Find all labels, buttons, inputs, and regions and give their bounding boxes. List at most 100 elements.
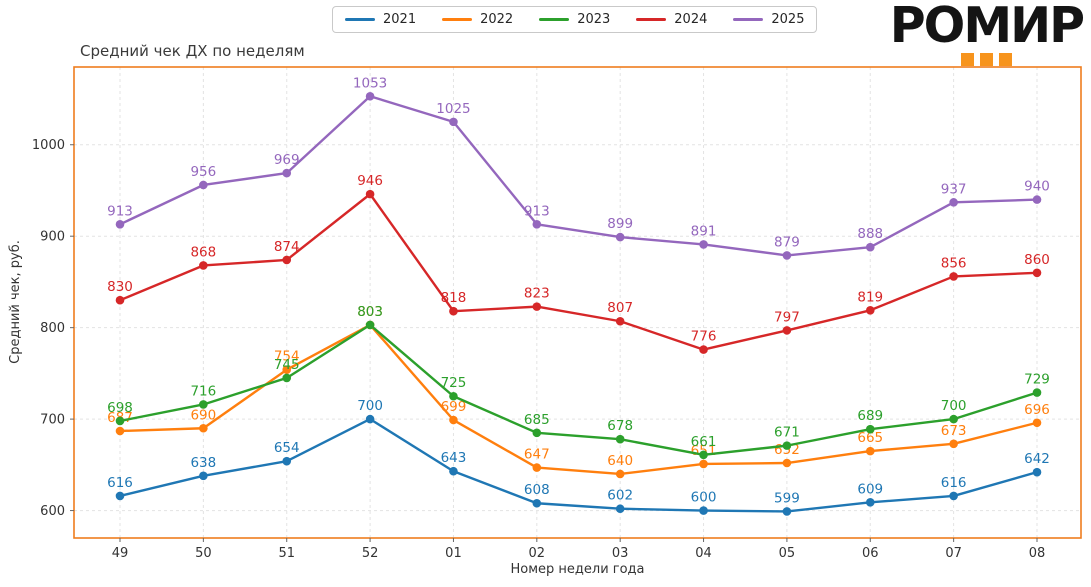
logo-square-icon bbox=[960, 53, 974, 67]
legend-swatch bbox=[733, 18, 764, 21]
value-label-2021: 643 bbox=[441, 450, 467, 466]
logo-square-icon bbox=[998, 53, 1012, 67]
y-tick-label: 700 bbox=[40, 413, 65, 428]
data-point-2021 bbox=[365, 414, 375, 424]
data-point-2025 bbox=[532, 220, 542, 229]
value-label-2023: 729 bbox=[1024, 372, 1050, 388]
data-point-2024 bbox=[1032, 268, 1042, 278]
value-label-2023: 678 bbox=[607, 418, 633, 434]
data-point-2024 bbox=[449, 306, 458, 316]
value-label-2023: 671 bbox=[774, 425, 800, 441]
value-label-2024: 860 bbox=[1024, 252, 1050, 268]
data-point-2023 bbox=[282, 373, 292, 383]
data-point-2021 bbox=[282, 456, 292, 466]
x-tick-label: 50 bbox=[195, 546, 212, 561]
series-line-2025 bbox=[118, 95, 1039, 257]
value-label-2024: 819 bbox=[857, 289, 883, 305]
value-label-2022: 803 bbox=[357, 304, 383, 320]
data-point-2021 bbox=[532, 498, 542, 508]
data-point-2021 bbox=[449, 466, 458, 476]
legend-swatch bbox=[442, 18, 473, 21]
value-label-2022: 665 bbox=[857, 430, 883, 446]
value-label-2023: 685 bbox=[524, 412, 550, 428]
data-point-2022 bbox=[949, 439, 958, 449]
data-point-2024 bbox=[615, 316, 625, 326]
value-label-2024: 856 bbox=[941, 255, 967, 271]
data-point-2025 bbox=[365, 91, 375, 101]
value-label-2023: 698 bbox=[107, 400, 133, 416]
x-tick-label: 07 bbox=[945, 546, 962, 561]
data-point-2022 bbox=[449, 415, 458, 425]
value-label-2023: 745 bbox=[274, 357, 300, 373]
data-point-2022 bbox=[782, 458, 792, 468]
value-label-2025: 1053 bbox=[353, 75, 387, 91]
value-label-2023: 803 bbox=[357, 304, 383, 320]
value-label-2024: 776 bbox=[691, 329, 717, 345]
value-label-2025: 913 bbox=[524, 203, 550, 219]
value-label-2025: 888 bbox=[857, 226, 883, 242]
value-label-2025: 879 bbox=[774, 234, 800, 250]
x-tick-label: 02 bbox=[529, 546, 546, 561]
legend-label: 2025 bbox=[771, 12, 805, 27]
legend-label: 2021 bbox=[383, 12, 417, 27]
data-point-2022 bbox=[282, 365, 292, 375]
data-point-2024 bbox=[115, 295, 125, 305]
legend-label: 2022 bbox=[480, 12, 514, 27]
x-tick-label: 06 bbox=[862, 546, 879, 561]
legend-swatch bbox=[539, 18, 570, 21]
romir-logo: РОМИР bbox=[890, 1, 1085, 67]
legend-item-2023: 2023 bbox=[539, 12, 610, 27]
data-point-2023 bbox=[782, 441, 792, 450]
value-label-2023: 689 bbox=[857, 408, 883, 424]
data-point-2023 bbox=[615, 434, 625, 444]
data-point-2024 bbox=[782, 326, 792, 335]
data-point-2023 bbox=[699, 450, 708, 460]
data-point-2024 bbox=[282, 255, 292, 265]
data-point-2025 bbox=[1032, 195, 1042, 204]
data-point-2025 bbox=[282, 168, 292, 178]
value-label-2024: 818 bbox=[441, 290, 467, 306]
x-tick-label: 05 bbox=[779, 546, 796, 561]
data-point-2023 bbox=[449, 391, 458, 401]
legend-item-2025: 2025 bbox=[733, 12, 804, 27]
data-point-2021 bbox=[699, 506, 708, 515]
data-point-2023 bbox=[115, 416, 125, 426]
value-label-2021: 616 bbox=[107, 475, 133, 491]
data-point-2022 bbox=[865, 446, 875, 456]
data-point-2023 bbox=[1032, 388, 1042, 397]
legend-swatch bbox=[636, 18, 667, 21]
data-point-2023 bbox=[949, 414, 958, 424]
value-label-2025: 1025 bbox=[436, 101, 470, 117]
value-label-2021: 700 bbox=[357, 398, 383, 414]
data-point-2021 bbox=[949, 491, 958, 501]
value-label-2025: 891 bbox=[691, 223, 717, 239]
data-point-2024 bbox=[865, 305, 875, 315]
chart-title: Средний чек ДХ по неделям bbox=[80, 42, 305, 60]
data-point-2021 bbox=[115, 491, 125, 501]
value-label-2024: 946 bbox=[357, 173, 383, 189]
value-label-2023: 661 bbox=[691, 434, 717, 450]
data-point-2025 bbox=[782, 251, 792, 260]
value-label-2025: 969 bbox=[274, 152, 300, 168]
x-tick-label: 04 bbox=[695, 546, 712, 561]
series-line-2023 bbox=[118, 323, 1039, 456]
value-label-2025: 937 bbox=[941, 181, 967, 197]
data-point-2021 bbox=[782, 507, 792, 516]
value-label-2022: 754 bbox=[274, 349, 300, 365]
data-point-2021 bbox=[199, 471, 208, 481]
data-point-2022 bbox=[699, 459, 708, 469]
data-point-2023 bbox=[865, 424, 875, 434]
data-point-2024 bbox=[532, 302, 542, 311]
data-point-2025 bbox=[949, 198, 958, 207]
x-tick-label: 49 bbox=[112, 546, 129, 561]
legend: 2021 2022 2023 2024 2025 bbox=[332, 6, 818, 33]
value-label-2025: 899 bbox=[607, 216, 633, 232]
data-point-2023 bbox=[532, 428, 542, 438]
series-line-2021 bbox=[118, 417, 1039, 513]
data-point-2021 bbox=[615, 504, 625, 514]
data-point-2025 bbox=[199, 180, 208, 190]
value-label-2021: 602 bbox=[607, 488, 633, 504]
y-tick-label: 800 bbox=[40, 321, 65, 336]
